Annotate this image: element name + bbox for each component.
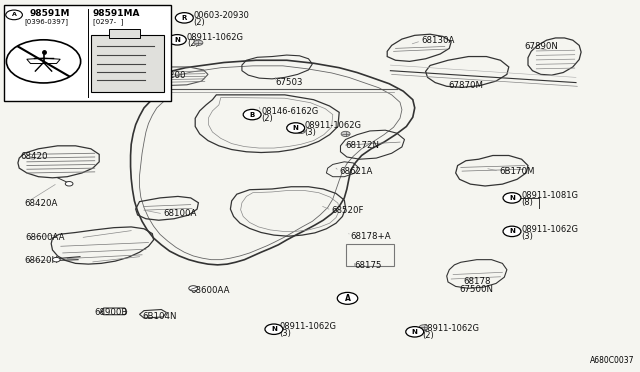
Text: 68621A: 68621A [339, 167, 372, 176]
FancyBboxPatch shape [4, 5, 171, 101]
Text: 98591MA: 98591MA [93, 9, 140, 18]
Circle shape [287, 123, 305, 133]
FancyBboxPatch shape [91, 35, 164, 92]
Text: 68130A: 68130A [421, 36, 454, 45]
Circle shape [265, 324, 283, 334]
Circle shape [341, 131, 350, 137]
Text: (3): (3) [305, 128, 317, 137]
Text: 68620H: 68620H [24, 256, 58, 265]
Text: (2): (2) [187, 39, 198, 48]
Circle shape [65, 182, 73, 186]
Text: 67870M: 67870M [448, 81, 483, 90]
Text: 68420: 68420 [20, 153, 48, 161]
Text: N: N [292, 125, 299, 131]
Text: (2): (2) [193, 18, 205, 27]
Text: 67503: 67503 [275, 78, 303, 87]
Text: 68420A: 68420A [24, 199, 58, 208]
Text: 08911-1062G: 08911-1062G [279, 322, 336, 331]
Text: 68600AA: 68600AA [26, 233, 65, 242]
Text: 68178+A: 68178+A [351, 232, 391, 241]
Text: N: N [412, 329, 418, 335]
Circle shape [175, 13, 193, 23]
Circle shape [243, 109, 261, 120]
Circle shape [419, 325, 428, 330]
Text: 68178: 68178 [463, 278, 491, 286]
Circle shape [348, 295, 356, 300]
Text: 08911-1062G: 08911-1062G [522, 225, 579, 234]
Text: [0396-0397]: [0396-0397] [24, 18, 68, 25]
Text: 08911-1062G: 08911-1062G [187, 33, 244, 42]
Text: 08911-1062G: 08911-1062G [305, 121, 362, 130]
Text: (2): (2) [422, 331, 434, 340]
Text: 68175: 68175 [355, 262, 382, 270]
Text: 68100A: 68100A [163, 209, 196, 218]
FancyBboxPatch shape [109, 29, 140, 38]
Text: 08146-6162G: 08146-6162G [261, 108, 318, 116]
Text: (3): (3) [279, 329, 291, 338]
Text: A680C0037: A680C0037 [590, 356, 635, 365]
Text: (8): (8) [522, 198, 534, 207]
Text: 68600AA: 68600AA [191, 286, 230, 295]
Text: 08911-1062G: 08911-1062G [422, 324, 479, 333]
Text: 68900B: 68900B [95, 308, 128, 317]
Circle shape [503, 193, 521, 203]
Text: 68360: 68360 [142, 62, 170, 71]
Text: A: A [344, 294, 351, 303]
Circle shape [194, 40, 203, 45]
Circle shape [406, 327, 424, 337]
Circle shape [52, 257, 60, 262]
Text: [0297-  ]: [0297- ] [93, 18, 123, 25]
Text: 68172N: 68172N [346, 141, 380, 150]
Text: N: N [174, 37, 180, 43]
Text: N: N [271, 326, 277, 332]
Circle shape [189, 286, 198, 291]
Circle shape [503, 226, 521, 237]
Text: 67500N: 67500N [460, 285, 493, 294]
Text: (2): (2) [261, 114, 273, 123]
Text: (3): (3) [522, 232, 534, 241]
Text: 68200: 68200 [159, 71, 186, 80]
Text: R: R [182, 15, 187, 21]
Text: N: N [509, 228, 515, 234]
Text: 67890N: 67890N [525, 42, 559, 51]
Text: 68520F: 68520F [332, 206, 364, 215]
Circle shape [296, 128, 305, 134]
Text: 6B104N: 6B104N [142, 312, 177, 321]
Circle shape [168, 35, 186, 45]
Circle shape [6, 10, 22, 20]
Circle shape [337, 292, 358, 304]
Text: A: A [12, 12, 17, 17]
Text: N: N [509, 195, 515, 201]
Text: 6B170M: 6B170M [499, 167, 534, 176]
Text: 08911-1081G: 08911-1081G [522, 191, 579, 200]
Text: B: B [250, 112, 255, 118]
Text: 00603-20930: 00603-20930 [193, 11, 249, 20]
Text: 98591M: 98591M [29, 9, 70, 18]
